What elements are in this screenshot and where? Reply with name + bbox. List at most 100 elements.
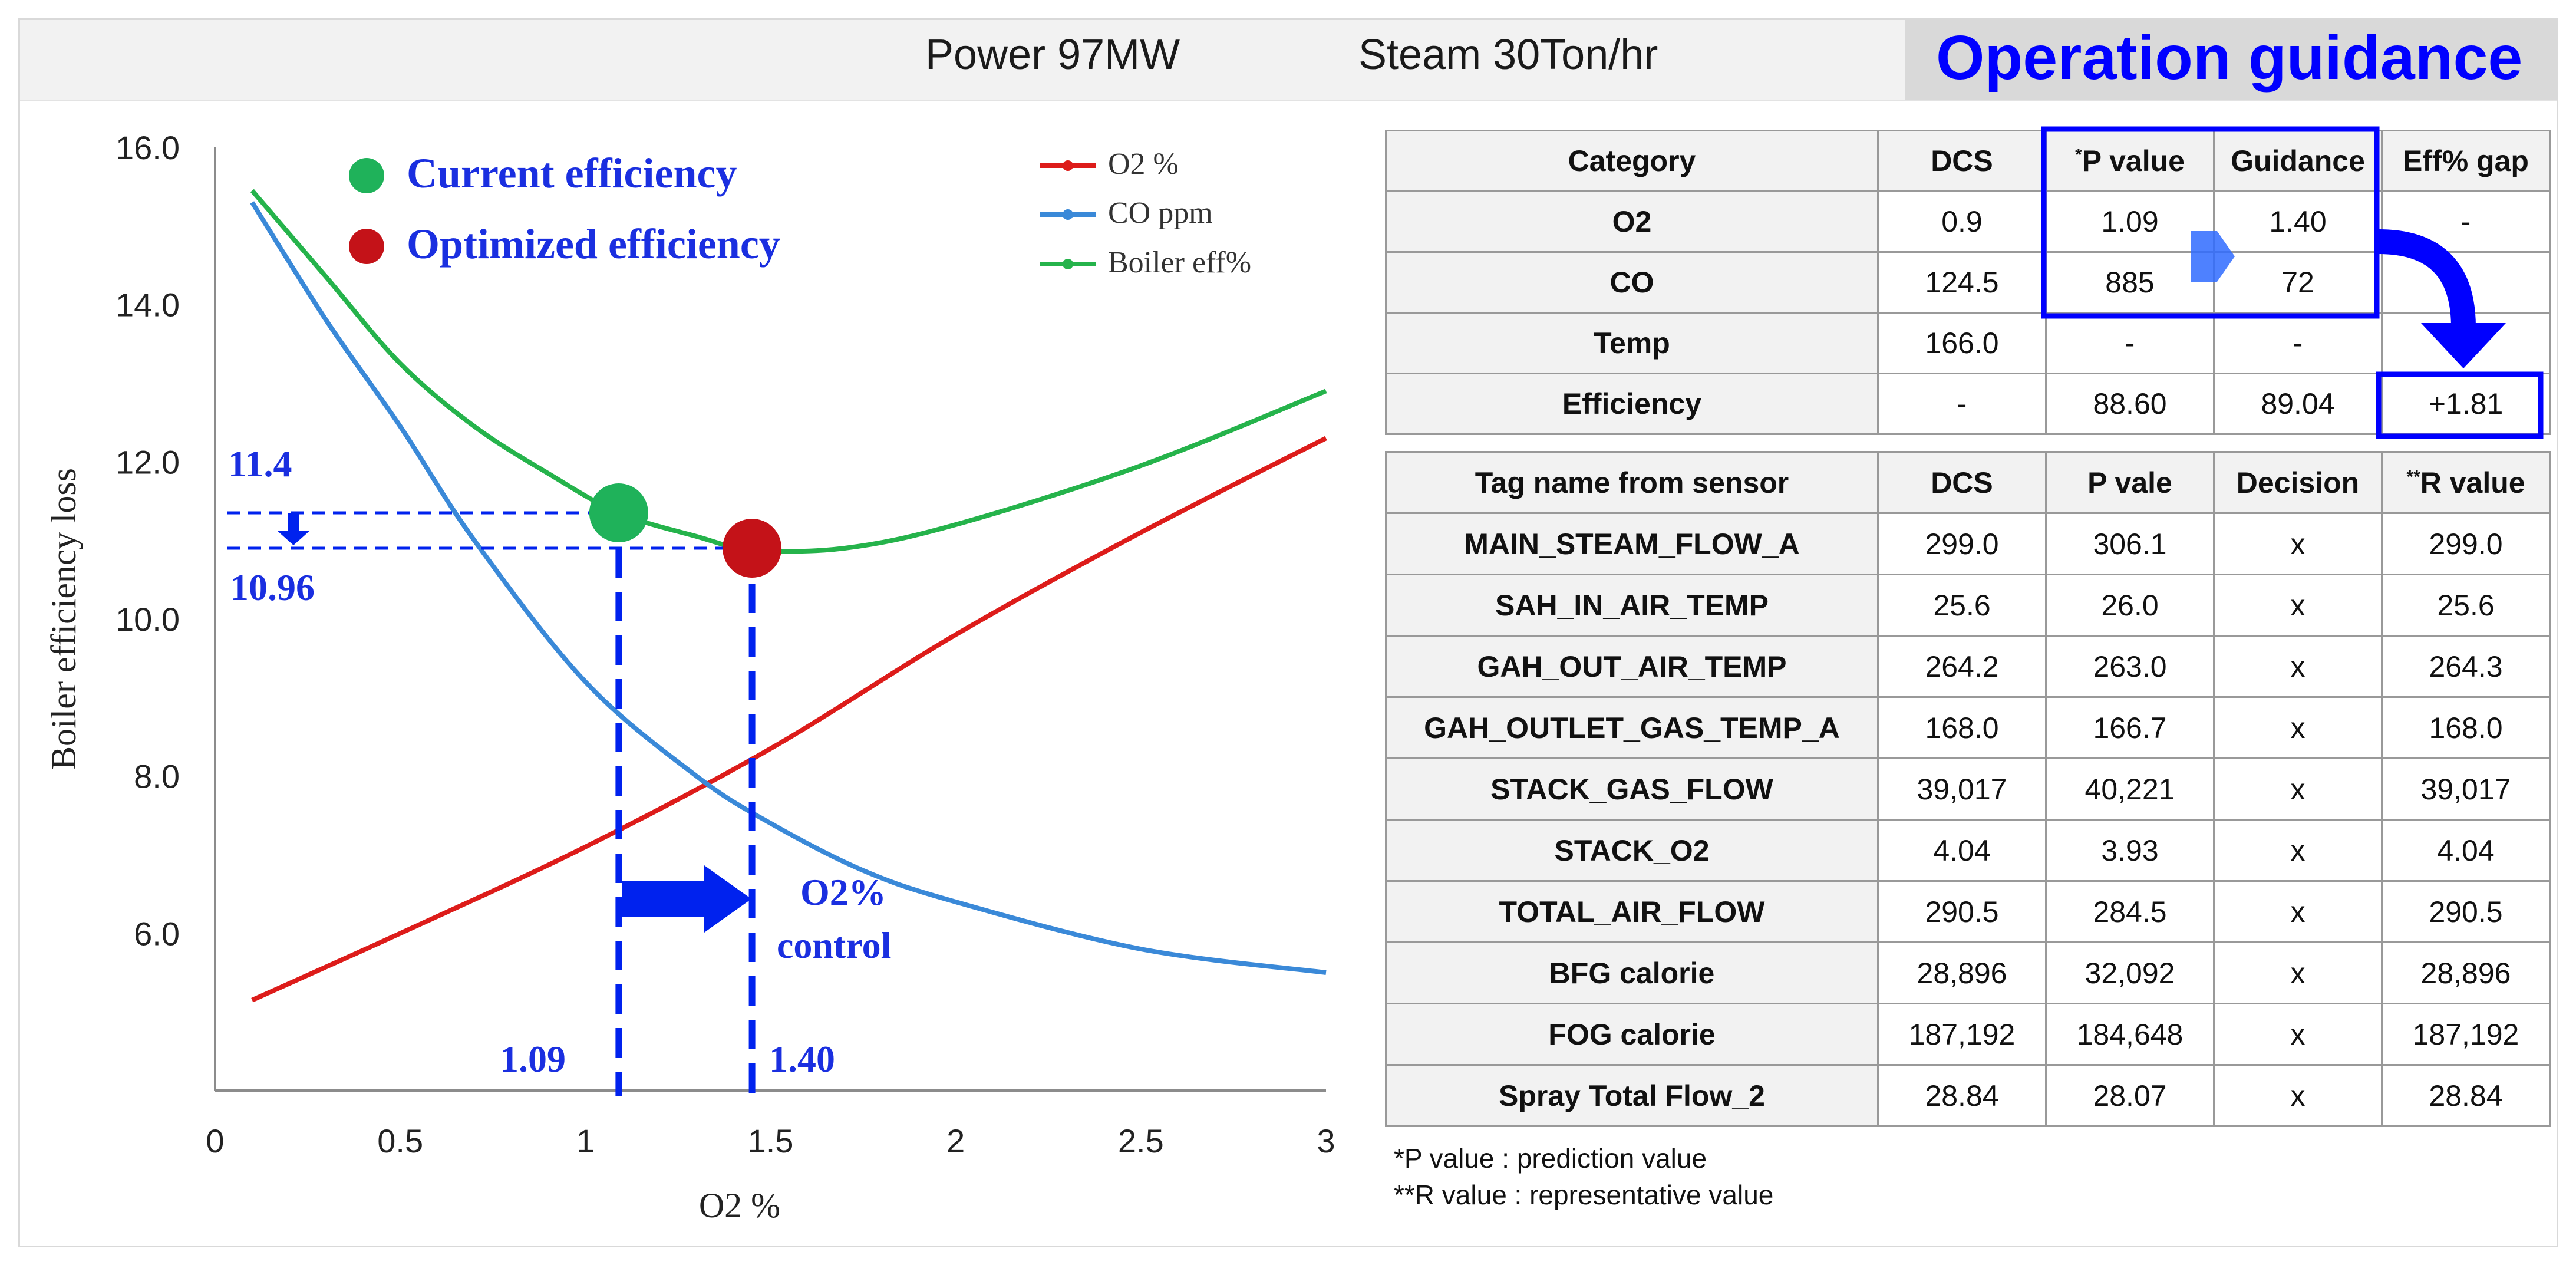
chart-axes: 6.0 8.0 10.0 12.0 14.0 16.0 0 0.5 1 1.5 2 2.5 3 O2 % B…	[44, 129, 1335, 1225]
sensor-cell-pvalue: 306.1	[2045, 512, 2215, 575]
guidance-cell-pvalue: 1.09	[2045, 190, 2215, 253]
sensor-cell-decision: x	[2213, 635, 2383, 698]
y-tick-label: 14.0	[116, 286, 180, 324]
y-tick-label: 8.0	[134, 758, 180, 795]
sensor-cell-decision: x	[2213, 941, 2383, 1004]
guidance-cell-guidance: 89.04	[2213, 373, 2383, 435]
sensor-cell-dcs: 4.04	[1877, 819, 2047, 882]
header-pvalue: *P value	[2045, 130, 2215, 192]
sensor-cell-decision: x	[2213, 757, 2383, 821]
efficiency-chart: 6.0 8.0 10.0 12.0 14.0 16.0 0 0.5 1 1.5 2 2.5 3 O2 % B…	[44, 129, 1335, 1225]
legend-label: Boiler eff%	[1108, 246, 1251, 279]
x-tick-label: 0	[206, 1122, 224, 1159]
sensor-cell-decision: x	[2213, 512, 2383, 575]
down-arrow-icon	[277, 513, 310, 545]
legend-dot	[1063, 209, 1073, 220]
efficiency-marker	[589, 483, 648, 542]
sensor-row: BFG calorie 28,896 32,092 x 28,896	[1385, 941, 2551, 1004]
guidance-cell-category: CO	[1385, 251, 1879, 314]
efficiency-marker	[723, 519, 782, 578]
guidance-cell-gap: -	[2381, 190, 2551, 253]
current-o2-label: 1.09	[500, 1038, 566, 1080]
chart-guides	[227, 511, 756, 1096]
sensor-cell-decision: x	[2213, 819, 2383, 882]
sensor-cell-pvalue: 284.5	[2045, 880, 2215, 943]
guidance-row: Efficiency -88.60 89.04 +1.81	[1385, 373, 2551, 435]
sensor-cell-dcs: 299.0	[1877, 512, 2047, 575]
control-label-line2: control	[777, 924, 891, 966]
series-line	[250, 201, 1327, 975]
sensor-row: GAH_OUT_AIR_TEMP 264.2 263.0 x 264.3	[1385, 635, 2551, 698]
sensor-row: SAH_IN_AIR_TEMP 25.6 26.0 x 25.6	[1385, 574, 2551, 637]
series-line	[250, 189, 1327, 554]
sensor-cell-tag: Spray Total Flow_2	[1385, 1064, 1879, 1127]
optimized-o2-label: 1.40	[769, 1038, 835, 1080]
control-arrow-icon	[622, 865, 751, 933]
guidance-table: Category DCS *P value Guidance Eff% gap …	[1385, 130, 2551, 435]
page-title: Operation guidance	[1936, 23, 2523, 93]
optimized-legend-dot	[349, 229, 384, 264]
header-category: Category	[1385, 130, 1879, 192]
sensor-row: GAH_OUTLET_GAS_TEMP_A 168.0 166.7 x 168.0	[1385, 696, 2551, 759]
sensor-cell-pvalue: 28.07	[2045, 1064, 2215, 1127]
sensor-cell-dcs: 168.0	[1877, 696, 2047, 759]
sensor-cell-dcs: 187,192	[1877, 1003, 2047, 1066]
sensor-cell-decision: x	[2213, 574, 2383, 637]
y-tick-label: 16.0	[116, 129, 180, 166]
sensor-cell-dcs: 28,896	[1877, 941, 2047, 1004]
guidance-cell-gap	[2381, 312, 2551, 374]
series-line	[251, 436, 1327, 1003]
current-legend-dot	[349, 158, 384, 193]
guidance-cell-dcs: 124.5	[1877, 251, 2047, 314]
sensor-cell-rvalue: 290.5	[2381, 880, 2551, 943]
sensor-cell-rvalue: 264.3	[2381, 635, 2551, 698]
chart-markers	[589, 483, 782, 578]
sensor-cell-tag: BFG calorie	[1385, 941, 1879, 1004]
sensor-cell-tag: STACK_O2	[1385, 819, 1879, 882]
sensor-cell-rvalue: 28.84	[2381, 1064, 2551, 1127]
sensor-cell-rvalue: 28,896	[2381, 941, 2551, 1004]
guidance-cell-category: O2	[1385, 190, 1879, 253]
legend-label: O2 %	[1108, 147, 1179, 181]
sensor-cell-dcs: 25.6	[1877, 574, 2047, 637]
footnote-pvalue: *P value : prediction value	[1394, 1143, 1707, 1174]
sensor-cell-tag: SAH_IN_AIR_TEMP	[1385, 574, 1879, 637]
sensor-cell-dcs: 28.84	[1877, 1064, 2047, 1127]
sensor-table: Tag name from sensor DCS P vale Decision…	[1385, 451, 2551, 1127]
x-tick-label: 1	[576, 1122, 595, 1159]
y-axis-label: Boiler efficiency loss	[44, 468, 83, 770]
guidance-cell-gap: +1.81	[2381, 373, 2551, 435]
title-box	[1905, 20, 2557, 100]
current-loss-label: 11.4	[228, 443, 292, 485]
x-tick-label: 3	[1317, 1122, 1335, 1159]
guidance-cell-pvalue: 885	[2045, 251, 2215, 314]
guidance-cell-dcs: 166.0	[1877, 312, 2047, 374]
x-tick-label: 0.5	[377, 1122, 423, 1159]
sensor-row: TOTAL_AIR_FLOW 290.5 284.5 x 290.5	[1385, 880, 2551, 943]
header-decision: Decision	[2213, 451, 2383, 514]
sensor-row: FOG calorie 187,192 184,648 x 187,192	[1385, 1003, 2551, 1066]
sensor-cell-rvalue: 4.04	[2381, 819, 2551, 882]
header-tag: Tag name from sensor	[1385, 451, 1879, 514]
sensor-cell-dcs: 39,017	[1877, 757, 2047, 821]
guidance-cell-pvalue: 88.60	[2045, 373, 2215, 435]
header-dcs: DCS	[1877, 451, 2047, 514]
sensor-cell-pvalue: 40,221	[2045, 757, 2215, 821]
sensor-cell-tag: GAH_OUTLET_GAS_TEMP_A	[1385, 696, 1879, 759]
header-dcs: DCS	[1877, 130, 2047, 192]
sensor-cell-pvalue: 32,092	[2045, 941, 2215, 1004]
sensor-cell-rvalue: 187,192	[2381, 1003, 2551, 1066]
current-legend-label: Current efficiency	[407, 150, 737, 197]
legend-dot	[1063, 259, 1073, 269]
guidance-cell-guidance: 72	[2213, 251, 2383, 314]
sensor-row: MAIN_STEAM_FLOW_A 299.0 306.1 x 299.0	[1385, 512, 2551, 575]
optimized-legend-label: Optimized efficiency	[407, 220, 780, 268]
chart-legend: O2 % CO ppm Boiler eff% Current efficiency O…	[349, 147, 1251, 279]
guidance-cell-guidance: -	[2213, 312, 2383, 374]
steam-readout: Steam 30Ton/hr	[1358, 31, 1658, 78]
sensor-cell-tag: GAH_OUT_AIR_TEMP	[1385, 635, 1879, 698]
guidance-row: O2 0.9 1.09 1.40-	[1385, 190, 2551, 253]
sensor-cell-dcs: 264.2	[1877, 635, 2047, 698]
x-tick-label: 1.5	[748, 1122, 794, 1159]
guidance-cell-category: Temp	[1385, 312, 1879, 374]
